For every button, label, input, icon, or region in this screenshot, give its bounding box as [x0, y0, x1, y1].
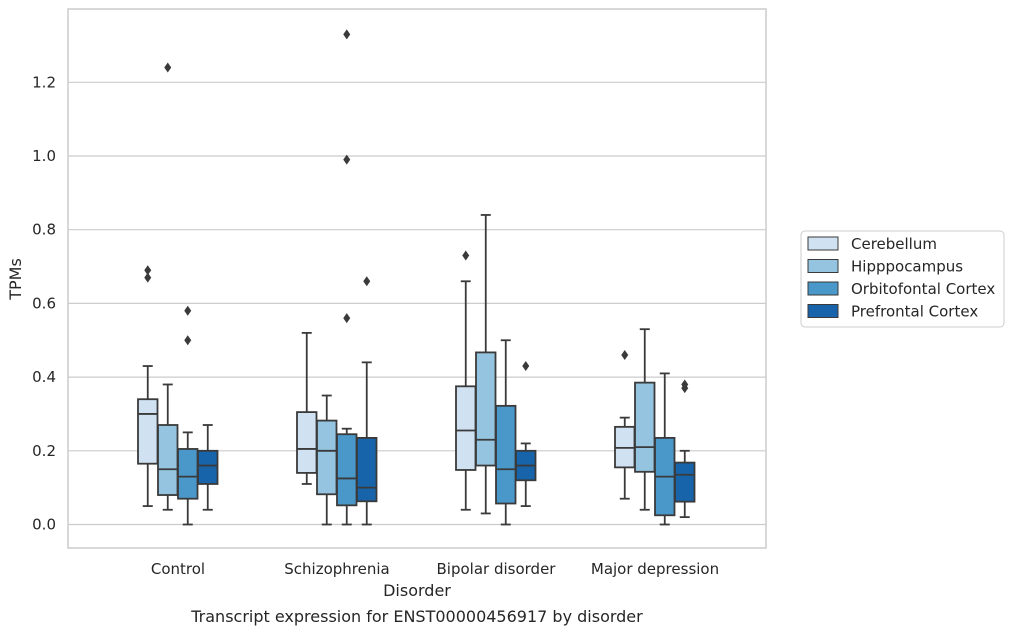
- box-prefrontal-cortex: [515, 361, 537, 507]
- y-tick-labels: 0.0 0.2 0.4 0.6 0.8 1.0 1.2: [32, 73, 56, 533]
- legend-swatch: [807, 281, 839, 296]
- legend-label: Hipppocampus: [851, 258, 963, 276]
- box-hipppocampus: [634, 328, 656, 511]
- box-series: [137, 29, 696, 526]
- iqr-box: [157, 424, 179, 496]
- box-orbitofontal-cortex: [177, 305, 199, 526]
- outlier-point: [164, 62, 172, 73]
- plot-frame: [67, 8, 767, 549]
- outlier-point: [184, 335, 192, 346]
- y-tick-label: 1.0: [32, 147, 56, 165]
- legend-swatch: [807, 236, 839, 251]
- iqr-box: [356, 437, 378, 503]
- x-tick-label: Bipolar disorder: [437, 560, 557, 578]
- outlier-point: [681, 379, 689, 390]
- outlier-point: [343, 154, 351, 165]
- legend-frame: [800, 230, 1005, 328]
- legend-swatch: [807, 304, 839, 318]
- y-axis-label: TPMs: [6, 258, 25, 301]
- iqr-box: [495, 404, 517, 505]
- outlier-point: [144, 272, 152, 283]
- iqr-box: [197, 449, 219, 485]
- outlier-point: [144, 265, 152, 276]
- outlier-point: [343, 313, 351, 324]
- legend-label: Cerebellum: [851, 235, 937, 253]
- outlier-point: [363, 276, 371, 287]
- outlier-point: [522, 361, 530, 372]
- chart-caption: Transcript expression for ENST0000045691…: [190, 607, 643, 626]
- box-prefrontal-cortex: [197, 424, 219, 511]
- box-cerebellum: [455, 250, 477, 511]
- outlier-point: [184, 305, 192, 316]
- legend: Cerebellum Hipppocampus Orbitofontal Corte…: [800, 230, 1005, 328]
- box-hipppocampus: [475, 214, 497, 515]
- box-prefrontal-cortex: [674, 379, 696, 519]
- legend-label: Orbitofontal Cortex: [851, 280, 995, 298]
- iqr-box: [316, 419, 338, 496]
- legend-label: Prefrontal Cortex: [851, 303, 978, 321]
- y-tick-label: 0.8: [32, 221, 56, 239]
- x-tick-label: Control: [151, 560, 205, 578]
- iqr-box: [634, 381, 656, 473]
- x-axis-label: Disorder: [383, 581, 451, 600]
- y-tick-label: 1.2: [32, 73, 56, 91]
- y-tick-label: 0.4: [32, 368, 56, 386]
- iqr-box: [455, 385, 477, 471]
- x-tick-label: Schizophrenia: [284, 560, 389, 578]
- y-tick-label: 0.0: [32, 516, 56, 534]
- iqr-box: [177, 448, 199, 500]
- outlier-point: [462, 250, 470, 261]
- x-tick-labels: Control Schizophrenia Bipolar disorder Majo…: [151, 560, 719, 578]
- y-tick-label: 0.6: [32, 294, 56, 312]
- iqr-box: [336, 433, 358, 507]
- box-cerebellum: [137, 265, 159, 507]
- iqr-box: [296, 411, 318, 474]
- outlier-point: [621, 349, 629, 360]
- legend-swatch: [807, 259, 839, 273]
- iqr-box: [674, 461, 696, 503]
- iqr-box: [137, 398, 159, 465]
- box-hipppocampus: [157, 62, 179, 511]
- y-tick-label: 0.2: [32, 442, 56, 460]
- iqr-box: [475, 351, 497, 467]
- x-tick-label: Major depression: [591, 560, 719, 578]
- outlier-point: [343, 29, 351, 40]
- box-prefrontal-cortex: [356, 276, 378, 526]
- box-cerebellum: [296, 331, 318, 485]
